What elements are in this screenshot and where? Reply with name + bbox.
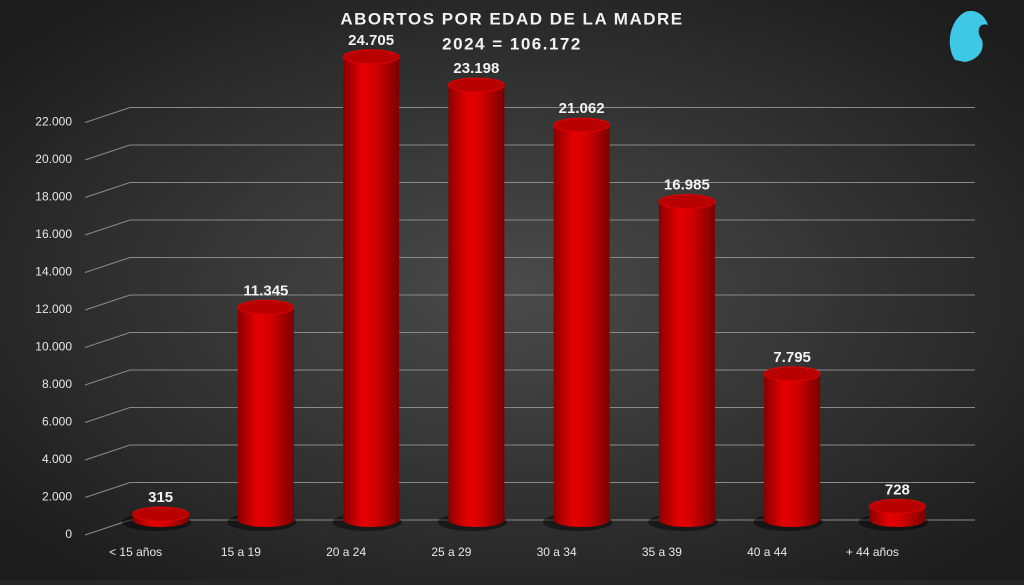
bar-top	[447, 77, 505, 93]
bar	[658, 201, 715, 528]
value-label: 728	[885, 481, 910, 498]
y-tick-label: 10.000	[35, 340, 72, 354]
x-tick-label: 40 a 44	[747, 545, 787, 559]
grid-line	[84, 144, 975, 161]
y-tick-label: 14.000	[35, 265, 72, 279]
x-tick-label: < 15 años	[109, 545, 162, 559]
bar-top	[237, 299, 295, 315]
y-tick-label: 0	[65, 527, 72, 541]
bar	[553, 125, 610, 528]
chart-subtitle: 2024 = 106.172	[442, 34, 582, 53]
bar-top	[658, 194, 716, 210]
bar-top	[132, 506, 190, 522]
grid-line	[84, 107, 975, 123]
x-tick-label: + 44 años	[846, 545, 899, 559]
bar	[343, 56, 400, 528]
x-tick-label: 30 a 34	[537, 545, 577, 559]
x-tick-label: 20 a 24	[326, 545, 366, 559]
x-tick-label: 15 a 19	[221, 545, 261, 559]
y-tick-label: 12.000	[35, 302, 72, 316]
y-tick-label: 2.000	[42, 490, 72, 504]
y-tick-label: 22.000	[35, 115, 72, 129]
y-tick-label: 16.000	[35, 227, 72, 241]
y-tick-label: 20.000	[35, 152, 72, 166]
value-label: 23.198	[453, 60, 499, 77]
bar-top	[763, 366, 821, 382]
y-tick-label: 6.000	[42, 415, 72, 429]
value-label: 24.705	[348, 32, 394, 49]
y-tick-label: 18.000	[35, 190, 72, 204]
value-label: 7.795	[773, 349, 811, 366]
bar-top	[868, 498, 926, 514]
y-tick-label: 8.000	[42, 377, 72, 391]
bar	[237, 307, 294, 528]
value-label: 16.985	[664, 177, 710, 194]
value-label: 315	[148, 489, 173, 506]
value-label: 21.062	[559, 100, 605, 117]
value-label: 11.345	[243, 282, 288, 299]
x-tick-label: 35 a 39	[642, 545, 682, 559]
y-tick-label: 4.000	[42, 452, 72, 466]
chart-title: ABORTOS POR EDAD DE LA MADRE	[340, 9, 683, 28]
x-tick-label: 25 a 29	[431, 545, 471, 559]
logo	[949, 10, 988, 62]
bar	[764, 373, 821, 528]
bar-top	[342, 49, 400, 65]
bar-top	[553, 117, 611, 133]
bar	[448, 85, 505, 528]
grid-line	[84, 182, 975, 198]
